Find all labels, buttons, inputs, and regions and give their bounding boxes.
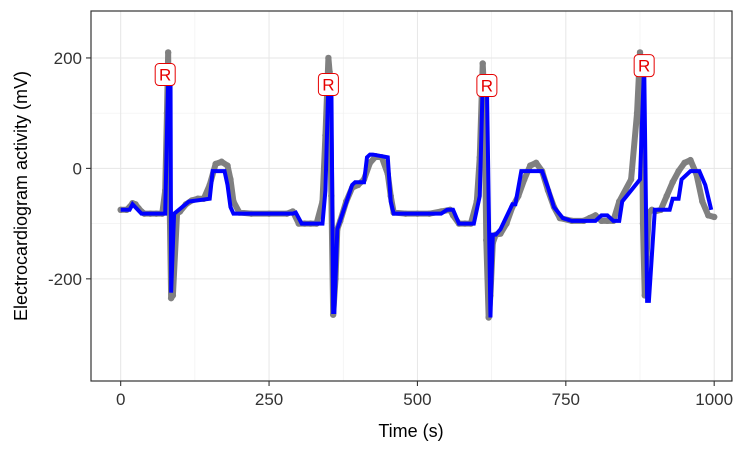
raw-signal-point [710, 213, 718, 221]
r-peak-label: R [638, 57, 650, 76]
y-axis-title: Electrocardiogram activity (mV) [11, 71, 31, 321]
x-axis-title: Time (s) [378, 421, 443, 441]
grid-lines [91, 11, 732, 381]
raw-signal-point [479, 60, 486, 67]
plot-border [90, 10, 733, 382]
raw-signal-point [675, 167, 682, 175]
raw-signal-point [527, 162, 534, 169]
r-peak-label: R [481, 77, 493, 96]
r-peak-label-box [317, 72, 339, 96]
x-tick-label: 1000 [695, 390, 733, 409]
axis-ticks: 0 250 500 750 1000 -200 0 200 [48, 49, 733, 409]
raw-signal-point [325, 54, 332, 62]
raw-signal-point [227, 176, 234, 183]
segmented-signal [120, 63, 714, 318]
r-peak-label-box [476, 74, 498, 98]
x-tick-label: 250 [255, 390, 283, 409]
raw-signal-point [687, 156, 694, 164]
raw-signal-point [218, 158, 225, 165]
raw-signal-point [705, 212, 712, 219]
raw-signal-point [169, 292, 177, 299]
raw-signal-point [669, 178, 676, 186]
raw-signal-point [212, 160, 219, 168]
raw-signal-point [224, 162, 231, 169]
raw-signal-point [521, 176, 528, 183]
y-tick-label: -200 [48, 270, 82, 289]
x-tick-label: 0 [116, 390, 125, 409]
raw-signal-point [164, 49, 172, 56]
raw-signal-point [636, 49, 644, 56]
raw-signal-point [532, 159, 540, 167]
raw-signal-point [663, 192, 670, 200]
x-tick-label: 500 [403, 390, 431, 409]
r-peak-label-box [154, 63, 176, 87]
x-tick-label: 750 [552, 390, 580, 409]
r-peak-label-box [633, 54, 655, 78]
raw-signal-point [681, 159, 688, 167]
raw-signal-point [627, 176, 635, 183]
raw-signal-point [699, 198, 706, 205]
r-peak-annotations: R R R R [154, 54, 655, 98]
y-tick-label: 200 [54, 49, 82, 68]
y-tick-label: 0 [73, 159, 82, 178]
r-peak-label: R [322, 75, 334, 94]
raw-signal-point [633, 109, 641, 117]
segmented-signal-line [120, 63, 714, 318]
r-peak-label: R [159, 66, 171, 85]
